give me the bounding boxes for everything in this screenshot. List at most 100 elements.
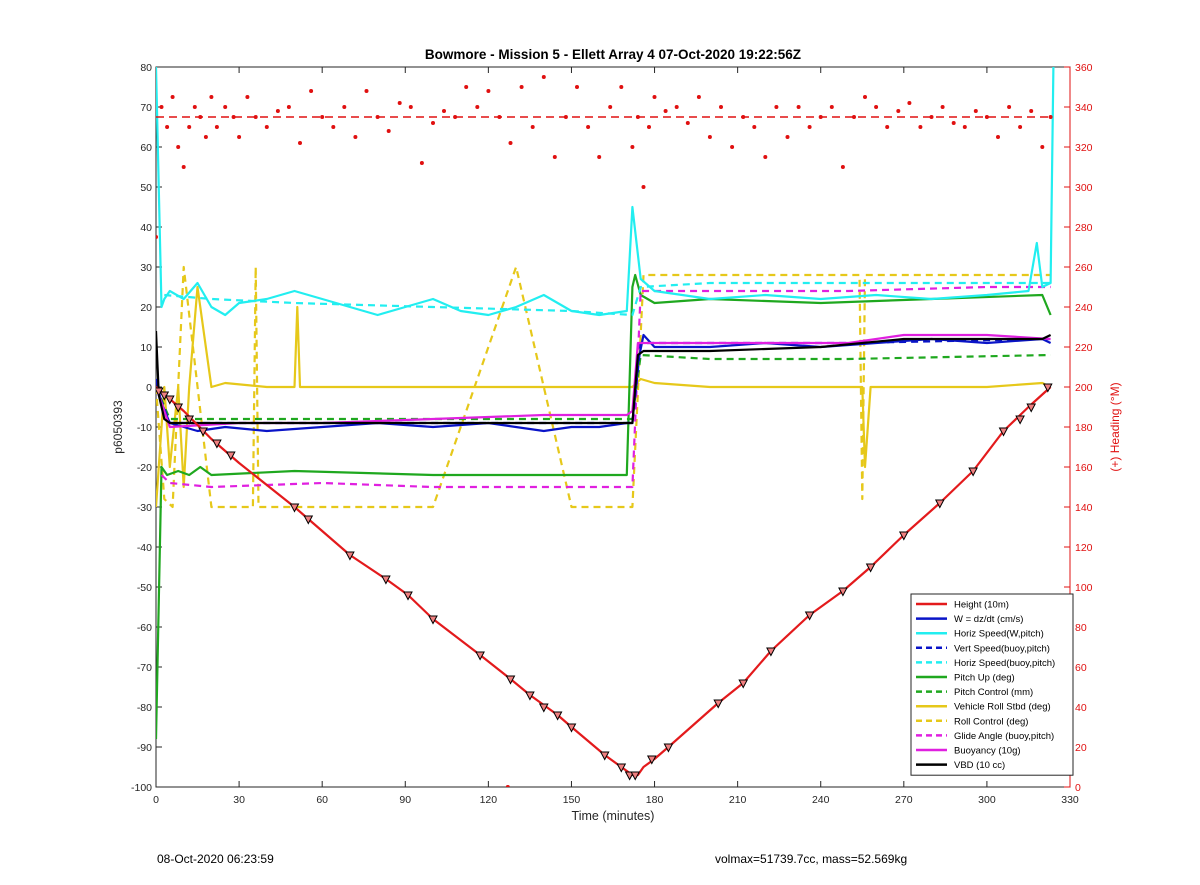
heading-point <box>156 235 158 239</box>
heading-point <box>785 135 790 139</box>
y-tick-label: -30 <box>137 502 152 514</box>
marker-triangle <box>1026 403 1037 413</box>
chart-title: Bowmore - Mission 5 - Ellett Array 4 07-… <box>425 47 801 62</box>
series-line-vbd <box>156 330 1052 425</box>
heading-point <box>519 85 524 89</box>
heading-point <box>996 135 1000 139</box>
heading-point <box>641 185 646 189</box>
y-tick-label: 80 <box>140 62 152 74</box>
heading-point <box>940 105 945 109</box>
heading-point <box>508 141 513 145</box>
x-tick-label: 60 <box>316 794 328 806</box>
heading-point <box>286 105 291 109</box>
y-axis-label: p6050393 <box>111 400 125 454</box>
footer-timestamp: 08-Oct-2020 06:23:59 <box>157 852 274 866</box>
heading-point <box>1048 115 1053 119</box>
heading-point <box>253 115 258 119</box>
marker-triangle <box>173 403 184 413</box>
legend-box <box>910 593 1074 776</box>
heading-point <box>597 155 602 159</box>
marker-triangle <box>934 499 945 509</box>
x-axis-label: Time (minutes) <box>572 809 655 823</box>
heading-point <box>192 105 197 109</box>
y-tick-label: 70 <box>140 102 152 114</box>
y2-tick-label: 60 <box>1075 662 1087 674</box>
x-tick-label: 0 <box>153 794 159 806</box>
series-line-horiz_speed_buoy <box>164 281 1051 317</box>
marker-triangle <box>538 703 549 713</box>
heading-point <box>763 155 768 159</box>
heading-point <box>696 95 701 99</box>
heading-point <box>237 135 242 139</box>
marker-triangle <box>738 679 749 689</box>
x-tick-label: 330 <box>1061 794 1079 806</box>
legend-label-roll_control: Roll Control (deg) <box>954 716 1028 727</box>
marker-triangle <box>804 611 815 621</box>
heading-point <box>896 109 901 113</box>
heading-point <box>364 89 369 93</box>
heading-point <box>829 105 834 109</box>
heading-layer <box>156 75 1053 787</box>
x-tick-label: 270 <box>895 794 913 806</box>
heading-point <box>586 125 591 129</box>
marker-triangle <box>1015 415 1025 425</box>
y2-tick-label: 40 <box>1075 702 1087 714</box>
heading-point <box>752 125 757 129</box>
heading-point <box>419 161 424 165</box>
heading-point <box>575 85 579 89</box>
legend-label-pitch: Pitch Up (deg) <box>954 673 1015 684</box>
heading-point <box>885 125 890 129</box>
y-tick-label: -70 <box>137 662 152 674</box>
heading-point <box>541 75 546 79</box>
marker-triangle <box>1042 383 1053 393</box>
heading-point <box>264 125 269 129</box>
heading-point <box>187 125 192 129</box>
heading-point <box>1007 105 1012 109</box>
marker-triangle <box>713 699 724 709</box>
heading-point <box>563 115 568 119</box>
marker-triangle <box>766 647 776 657</box>
legend-label-pitch_control: Pitch Control (mm) <box>954 687 1033 698</box>
heading-point <box>159 105 164 109</box>
heading-point <box>951 121 956 125</box>
marker-triangle <box>865 563 876 573</box>
x-axis-ticks: 0 30 60 90 120 150 180 210 240 270 300 330 <box>153 67 1079 806</box>
marker-triangle <box>998 427 1009 437</box>
y2-tick-label: 260 <box>1075 262 1093 274</box>
y2-axis-label: (+) Heading (°M) <box>1108 382 1122 471</box>
heading-point <box>685 121 690 125</box>
y-tick-label: -80 <box>137 702 152 714</box>
heading-point <box>608 105 613 109</box>
y2-tick-label: 320 <box>1075 142 1093 154</box>
x-tick-label: 180 <box>646 794 664 806</box>
heading-point <box>165 125 170 129</box>
y2-tick-label: 100 <box>1075 582 1093 594</box>
heading-point <box>453 115 458 119</box>
y2-tick-label: 80 <box>1075 622 1087 634</box>
heading-point <box>176 145 181 149</box>
heading-point <box>674 105 679 109</box>
y-tick-label: 0 <box>146 382 152 394</box>
heading-point <box>397 101 402 105</box>
heading-point <box>1040 145 1045 149</box>
marker-triangle <box>428 615 438 625</box>
heading-point <box>962 125 967 129</box>
y-tick-label: 40 <box>140 222 152 234</box>
heading-point <box>818 115 823 119</box>
heading-point <box>807 125 812 129</box>
heading-point <box>774 105 779 109</box>
y-tick-label: -100 <box>131 782 152 794</box>
series-line-horiz_speed <box>156 67 1055 317</box>
legend-label-horiz_speed: Horiz Speed(W,pitch) <box>954 629 1044 640</box>
heading-point <box>320 115 325 119</box>
heading-outlier-point <box>505 785 510 787</box>
y2-tick-label: 240 <box>1075 302 1093 314</box>
x-tick-label: 240 <box>812 794 830 806</box>
x-tick-label: 300 <box>978 794 996 806</box>
marker-layer <box>156 383 1053 781</box>
x-tick-label: 150 <box>563 794 581 806</box>
marker-triangle <box>381 575 391 585</box>
y-tick-label: -10 <box>137 422 152 434</box>
heading-point <box>408 105 413 109</box>
